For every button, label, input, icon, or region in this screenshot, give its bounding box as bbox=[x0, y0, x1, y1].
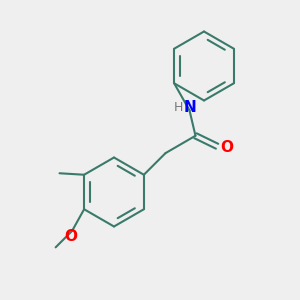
Text: O: O bbox=[64, 229, 77, 244]
Text: H: H bbox=[173, 101, 183, 114]
Text: O: O bbox=[221, 140, 234, 155]
Text: N: N bbox=[184, 100, 196, 116]
